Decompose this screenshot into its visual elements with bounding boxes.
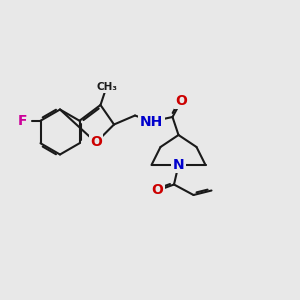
Text: O: O (90, 136, 102, 149)
Text: O: O (176, 94, 188, 107)
Text: F: F (18, 114, 27, 128)
Text: O: O (152, 184, 164, 197)
Text: NH: NH (140, 115, 163, 128)
Text: CH₃: CH₃ (96, 82, 117, 92)
Text: N: N (173, 158, 184, 172)
